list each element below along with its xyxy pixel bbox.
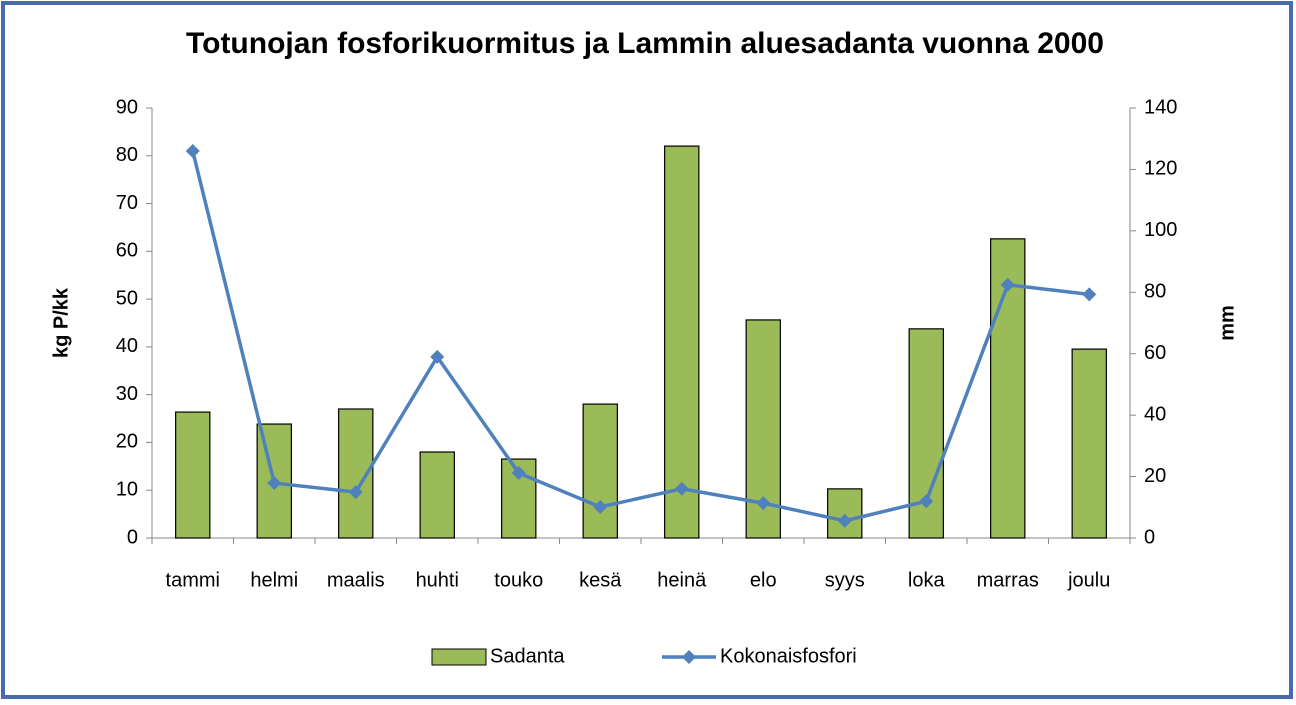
x-tick-label: heinä: [657, 569, 707, 591]
x-tick-label: loka: [908, 569, 946, 591]
legend-swatch: [431, 648, 487, 666]
marker: [919, 494, 934, 509]
x-tick-label: maalis: [327, 569, 385, 591]
y-tick-label: 0: [127, 526, 138, 548]
line: [191, 150, 1090, 523]
marker: [267, 476, 282, 491]
x-tick-label: joulu: [1067, 569, 1110, 591]
x-tick-label: syys: [825, 569, 865, 591]
y2-tick-label: 60: [1144, 342, 1166, 364]
y-tick-label: 20: [116, 431, 138, 453]
marker: [593, 499, 608, 514]
y2-tick-label: 120: [1144, 158, 1177, 180]
x-tick-label: kesä: [579, 569, 622, 591]
marker: [1082, 287, 1097, 302]
legend-marker: [682, 650, 696, 664]
y-tick-label: 50: [116, 287, 138, 309]
y2-tick-label: 0: [1144, 526, 1155, 548]
bar: [827, 488, 863, 539]
y-tick-label: 80: [116, 144, 138, 166]
marker: [674, 481, 689, 496]
y-tick-label: 60: [116, 240, 138, 262]
bar: [419, 451, 455, 539]
marker: [348, 485, 363, 500]
y-axis-label: kg P/kk: [50, 287, 72, 358]
legend-label: Sadanta: [490, 645, 565, 667]
bar: [175, 411, 211, 539]
y2-tick-label: 40: [1144, 403, 1166, 425]
x-tick-label: marras: [977, 569, 1039, 591]
y2-tick-label: 20: [1144, 465, 1166, 487]
x-tick-label: tammi: [166, 569, 220, 591]
marker: [185, 144, 200, 158]
y-tick-label: 10: [116, 479, 138, 501]
y-tick-label: 70: [116, 192, 138, 214]
x-tick-label: touko: [494, 569, 543, 591]
y2-tick-label: 140: [1144, 96, 1177, 118]
y-tick-label: 90: [116, 96, 138, 118]
marker: [1000, 277, 1015, 292]
y2-tick-label: 100: [1144, 219, 1177, 241]
marker: [430, 349, 445, 364]
bar: [1071, 348, 1107, 539]
bar: [664, 145, 700, 539]
x-tick-label: helmi: [250, 569, 298, 591]
marker: [837, 513, 852, 528]
chart-title: Totunojan fosforikuormitus ja Lammin alu…: [186, 27, 1104, 60]
marker: [511, 466, 526, 481]
legend-label: Kokonaisfosfori: [720, 645, 857, 667]
marker: [756, 496, 771, 511]
x-tick-label: huhti: [416, 569, 459, 591]
y-tick-label: 30: [116, 383, 138, 405]
x-tick-label: elo: [750, 569, 777, 591]
bar: [582, 403, 618, 539]
y2-tick-label: 80: [1144, 281, 1166, 303]
y-tick-label: 40: [116, 335, 138, 357]
y2-axis-label: mm: [1216, 305, 1238, 341]
